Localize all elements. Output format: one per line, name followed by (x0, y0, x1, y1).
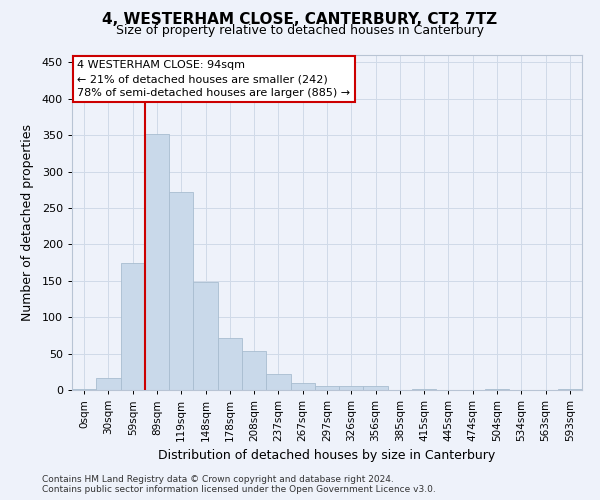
Text: 4 WESTERHAM CLOSE: 94sqm
← 21% of detached houses are smaller (242)
78% of semi-: 4 WESTERHAM CLOSE: 94sqm ← 21% of detach… (77, 60, 350, 98)
Text: Contains HM Land Registry data © Crown copyright and database right 2024.
Contai: Contains HM Land Registry data © Crown c… (42, 474, 436, 494)
Bar (96, 378, 121, 390)
Bar (558, 388, 582, 390)
Bar (485, 388, 509, 390)
Bar (364, 386, 388, 390)
Y-axis label: Number of detached properties: Number of detached properties (20, 124, 34, 321)
X-axis label: Distribution of detached houses by size in Canterbury: Distribution of detached houses by size … (158, 450, 496, 462)
Bar (315, 386, 339, 390)
Text: 4, WESTERHAM CLOSE, CANTERBURY, CT2 7TZ: 4, WESTERHAM CLOSE, CANTERBURY, CT2 7TZ (103, 12, 497, 28)
Text: Size of property relative to detached houses in Canterbury: Size of property relative to detached ho… (116, 24, 484, 37)
Bar (290, 382, 315, 390)
Bar (218, 338, 242, 390)
Bar (339, 386, 364, 390)
Bar (193, 282, 218, 390)
Bar (266, 374, 290, 390)
Bar (169, 192, 193, 390)
Bar (242, 350, 266, 390)
Bar (412, 388, 436, 390)
Bar (72, 388, 96, 390)
Bar (121, 262, 145, 390)
Bar (145, 134, 169, 390)
